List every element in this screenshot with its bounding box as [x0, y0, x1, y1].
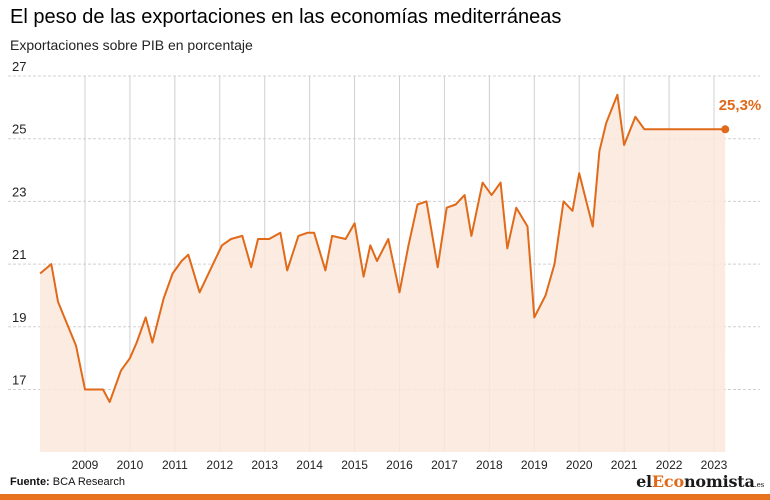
source-value: BCA Research [52, 476, 125, 488]
brand-prefix: el [636, 472, 652, 491]
x-tick-label: 2014 [296, 458, 323, 470]
x-tick-label: 2012 [206, 458, 233, 470]
y-tick-label: 21 [12, 247, 26, 262]
x-tick-label: 2022 [656, 458, 683, 470]
source-note: Fuente: BCA Research [10, 476, 125, 488]
last-point-marker [721, 125, 730, 134]
y-tick-label: 23 [12, 184, 26, 199]
y-tick-label: 17 [12, 373, 26, 388]
y-tick-label: 27 [12, 59, 26, 74]
y-tick-label: 19 [12, 310, 26, 325]
y-tick-label: 25 [12, 122, 26, 137]
series-area [40, 94, 726, 453]
area-chart: 17 19 21 23 25 27 2009 2010 2011 2012 2013 2014 2015… [8, 59, 762, 470]
brand-tld: .es [754, 481, 765, 489]
series-line [39, 93, 726, 403]
x-tick-label: 2010 [117, 458, 144, 470]
x-tick-label: 2018 [476, 458, 503, 470]
x-tick-label: 2020 [566, 458, 593, 470]
brand-logo: elEconomista.es [636, 472, 764, 491]
brand-accent: Eco [651, 472, 684, 491]
chart-title: El peso de las exportaciones en las econ… [10, 6, 562, 28]
x-tick-label: 2017 [431, 458, 458, 470]
x-tick-label: 2013 [251, 458, 278, 470]
last-value-label: 25,3% [719, 97, 762, 114]
x-tick-label: 2016 [386, 458, 413, 470]
x-tick-label: 2019 [521, 458, 548, 470]
x-tick-label: 2023 [701, 458, 728, 470]
x-tick-label: 2009 [72, 458, 99, 470]
chart-subtitle: Exportaciones sobre PIB en porcentaje [10, 37, 253, 53]
brand-suffix: nomista [683, 472, 755, 491]
source-label: Fuente: [10, 476, 50, 488]
x-tick-label: 2011 [162, 458, 188, 470]
x-tick-label: 2021 [611, 458, 638, 470]
x-tick-label: 2015 [341, 458, 368, 470]
bottom-accent-bar [0, 494, 770, 500]
